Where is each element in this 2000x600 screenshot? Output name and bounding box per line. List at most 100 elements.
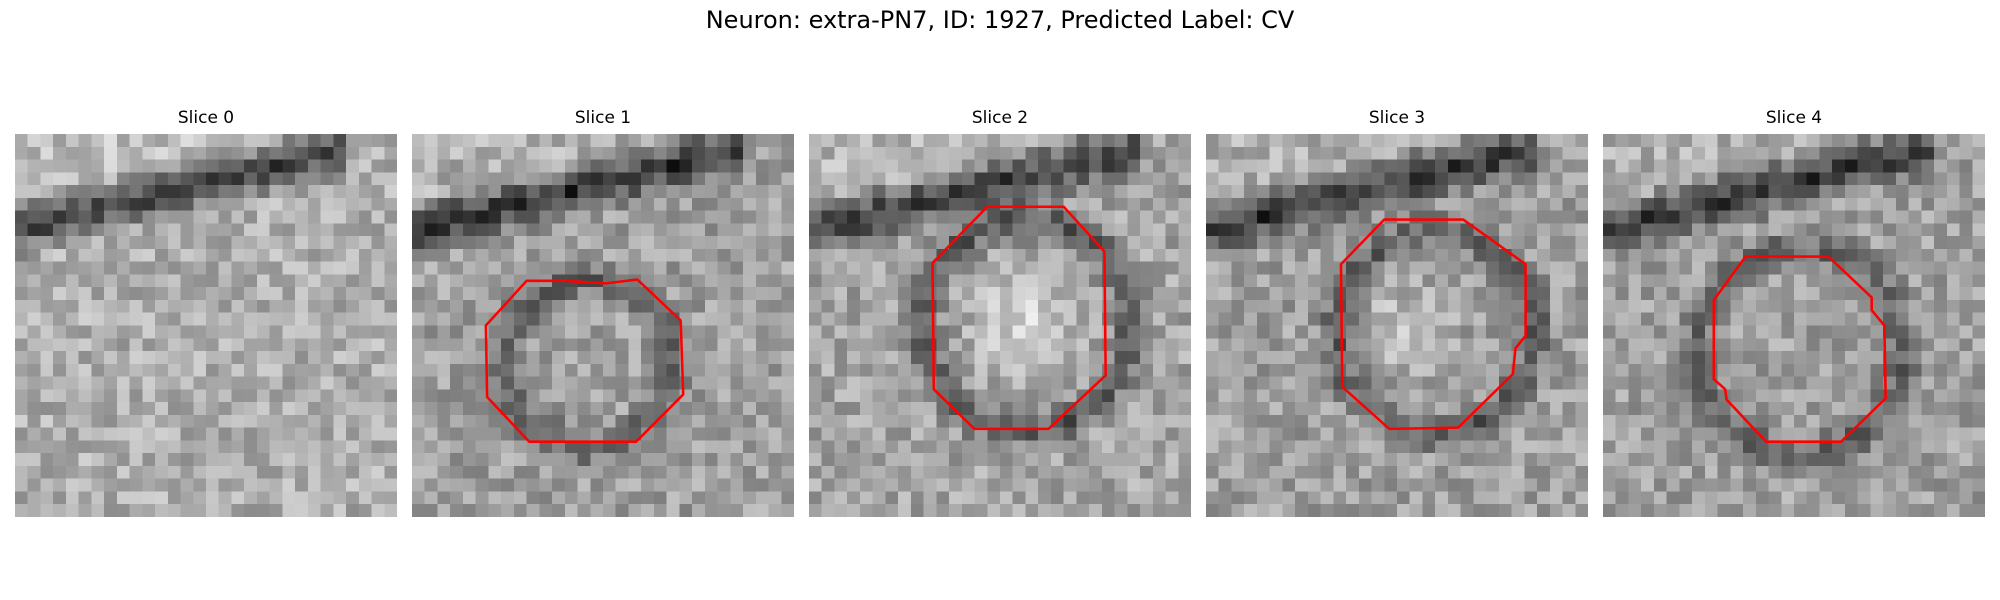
image-pixel — [1038, 134, 1052, 148]
image-pixel — [462, 351, 476, 365]
image-pixel — [78, 146, 92, 160]
image-pixel — [666, 325, 680, 339]
image-pixel — [1473, 146, 1487, 160]
image-pixel — [1603, 376, 1616, 390]
image-pixel — [872, 236, 886, 250]
image-pixel — [501, 363, 515, 377]
image-pixel — [1127, 453, 1141, 467]
image-pixel — [1717, 261, 1731, 275]
image-pixel — [730, 172, 744, 186]
image-pixel — [437, 236, 451, 250]
image-pixel — [1819, 159, 1833, 173]
image-pixel — [1127, 185, 1141, 199]
image-pixel — [1628, 504, 1642, 517]
image-pixel — [1244, 172, 1258, 186]
image-pixel — [1140, 504, 1154, 517]
image-pixel — [1333, 402, 1347, 416]
image-pixel — [295, 338, 309, 352]
image-pixel — [704, 185, 718, 199]
image-pixel — [424, 312, 438, 326]
image-pixel — [1717, 440, 1731, 454]
image-pixel — [1346, 223, 1360, 237]
image-pixel — [1704, 478, 1718, 492]
image-pixel — [180, 504, 194, 517]
image-pixel — [628, 248, 642, 262]
image-pixel — [1371, 185, 1385, 199]
image-pixel — [1218, 402, 1232, 416]
image-pixel — [1371, 159, 1385, 173]
image-pixel — [1972, 363, 1985, 377]
image-pixel — [885, 261, 899, 275]
image-pixel — [755, 223, 769, 237]
image-pixel — [1295, 223, 1309, 237]
image-pixel — [218, 402, 232, 416]
image-pixel — [282, 363, 296, 377]
image-pixel — [949, 453, 963, 467]
image-pixel — [488, 389, 502, 403]
image-pixel — [1806, 351, 1820, 365]
image-pixel — [1934, 363, 1948, 377]
image-pixel — [539, 185, 553, 199]
image-pixel — [1346, 134, 1360, 148]
image-pixel — [1743, 223, 1757, 237]
image-pixel — [666, 287, 680, 301]
image-pixel — [1857, 389, 1871, 403]
image-pixel — [1934, 248, 1948, 262]
image-pixel — [1206, 440, 1219, 454]
image-pixel — [1460, 504, 1474, 517]
image-pixel — [704, 159, 718, 173]
image-pixel — [1012, 414, 1026, 428]
image-pixel — [1089, 210, 1103, 224]
image-pixel — [193, 414, 207, 428]
image-pixel — [104, 312, 118, 326]
image-pixel — [974, 465, 988, 479]
image-pixel — [1781, 325, 1795, 339]
image-pixel — [974, 478, 988, 492]
image-pixel — [1743, 274, 1757, 288]
image-pixel — [923, 440, 937, 454]
image-pixel — [564, 146, 578, 160]
image-pixel — [488, 261, 502, 275]
image-pixel — [768, 414, 782, 428]
image-pixel — [539, 363, 553, 377]
image-pixel — [180, 159, 194, 173]
image-pixel — [167, 159, 181, 173]
image-pixel — [1050, 236, 1064, 250]
image-pixel — [167, 299, 181, 313]
image-pixel — [1692, 146, 1706, 160]
image-pixel — [885, 402, 899, 416]
image-pixel — [1384, 478, 1398, 492]
image-pixel — [1397, 440, 1410, 454]
image-pixel — [1692, 325, 1706, 339]
image-pixel — [1498, 465, 1512, 479]
image-pixel — [1806, 440, 1820, 454]
image-pixel — [104, 453, 118, 467]
image-pixel — [218, 172, 232, 186]
image-pixel — [155, 159, 169, 173]
image-pixel — [1959, 338, 1973, 352]
image-pixel — [923, 185, 937, 199]
image-pixel — [1692, 134, 1706, 148]
image-pixel — [1870, 185, 1884, 199]
image-pixel — [1256, 363, 1270, 377]
image-pixel — [564, 338, 578, 352]
image-pixel — [167, 504, 181, 517]
image-pixel — [1063, 453, 1077, 467]
image-pixel — [1524, 389, 1538, 403]
image-pixel — [615, 134, 629, 148]
image-pixel — [104, 491, 118, 505]
image-pixel — [437, 414, 451, 428]
image-pixel — [1000, 134, 1013, 148]
image-pixel — [1794, 478, 1807, 492]
image-pixel — [1063, 351, 1077, 365]
image-pixel — [1511, 389, 1525, 403]
image-pixel — [142, 248, 156, 262]
image-pixel — [1076, 504, 1090, 517]
image-pixel — [1934, 197, 1948, 211]
image-pixel — [1038, 478, 1052, 492]
image-pixel — [513, 210, 527, 224]
image-pixel — [910, 185, 924, 199]
image-pixel — [513, 363, 527, 377]
image-pixel — [320, 325, 334, 339]
image-pixel — [1397, 312, 1410, 326]
